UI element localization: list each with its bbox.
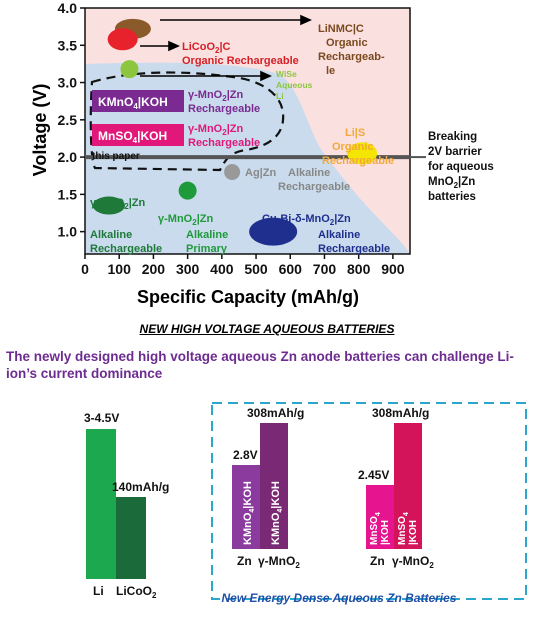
li-bar	[86, 429, 116, 579]
y-tick-label: 1.5	[58, 186, 78, 202]
mno2-rech-label: γ-MnO2|Zn Alkaline Rechargeable	[90, 197, 162, 255]
data-point	[178, 181, 197, 200]
data-point	[347, 142, 378, 165]
li-capacity: 140mAh/g	[112, 480, 169, 494]
y-tick-label: 4.0	[58, 0, 78, 16]
box-caption: New Energy Dense Aqueous Zn Batteries	[222, 591, 457, 605]
lis-label: Li|S Organic Rechargeable	[322, 127, 394, 167]
x-tick-label: 300	[176, 261, 200, 277]
plot-frame	[84, 7, 411, 255]
x-tick-label: 500	[244, 261, 268, 277]
kmno4-box-text: γ-MnO2|Zn Rechargeable	[188, 89, 260, 115]
mnso4-capacity: 308mAh/g	[372, 406, 429, 420]
x-tick-label: 400	[210, 261, 234, 277]
li-voltage: 3-4.5V	[84, 411, 119, 425]
licoo2-bar	[116, 497, 146, 579]
kmno4-mno2-label: γ-MnO2	[258, 554, 300, 570]
mnso4-box	[92, 124, 184, 146]
y-tick-label: 3.0	[58, 75, 78, 91]
kmno4-mno2-bar-text: KMnO4|KOH	[270, 481, 284, 545]
y-axis-label: Voltage (V)	[30, 84, 50, 177]
mnso4-mno2-bar	[394, 423, 422, 549]
threshold-label: Breaking 2V barrier for aqueous MnO2|Zn …	[428, 131, 497, 203]
this-paper-label: this paper	[92, 151, 140, 162]
mnso4-box-label: MnSO4|KOH	[98, 129, 167, 145]
kmno4-mno2-bar	[260, 423, 288, 549]
x-axis-label: Specific Capacity (mAh/g)	[137, 287, 359, 307]
section-title: NEW HIGH VOLTAGE AQUEOUS BATTERIES	[139, 322, 395, 336]
mno2-primary-label: γ-MnO2|Zn Alkaline Primary	[158, 213, 228, 255]
x-tick-label: 900	[381, 261, 405, 277]
y-tick-label: 2.5	[58, 112, 78, 128]
y-tick-label: 3.5	[58, 37, 78, 53]
section-subtitle: The newly designed high voltage aqueous …	[6, 349, 514, 381]
data-point	[224, 164, 241, 180]
zn-batteries-box	[211, 402, 527, 600]
x-tick-label: 800	[347, 261, 371, 277]
y-tick-label: 2.0	[58, 149, 78, 165]
mnso4-mno2-bar-text: MnSO4|KOH	[397, 512, 419, 545]
mnso4-mno2-label: γ-MnO2	[392, 554, 434, 570]
arrows	[140, 14, 312, 82]
data-point	[120, 60, 139, 79]
mnso4-voltage: 2.45V	[358, 468, 389, 482]
kmno4-zn-label: Zn	[237, 554, 252, 568]
x-tick-label: 700	[313, 261, 337, 277]
y-axis: 1.0 1.5 2.0 2.5 3.0 3.5 4.0	[58, 0, 85, 240]
voltage-capacity-chart: 1.0 1.5 2.0 2.5 3.0 3.5 4.0 0 100 200 300 400 500 60…	[30, 0, 497, 307]
mnso4-zn-label: Zn	[370, 554, 385, 568]
cubi-label: Cu-Bi-δ-MnO2|Zn Alkaline Rechargeable	[262, 213, 390, 255]
licoo2-axis-label: LiCoO2	[116, 584, 157, 600]
mnso4-box-text: γ-MnO2|Zn Rechargeable	[188, 123, 260, 149]
data-point	[249, 217, 298, 246]
linmc-label: LiNMC|C Organic Rechargeab-le	[318, 23, 385, 77]
data-points	[92, 18, 378, 246]
kmno4-capacity: 308mAh/g	[247, 406, 304, 420]
this-paper-region	[89, 71, 285, 172]
y-tick-label: 1.0	[58, 224, 78, 240]
data-point	[92, 196, 125, 215]
kmno4-box	[92, 90, 184, 112]
mnso4-zn-bar-text: MnSO4|KOH	[369, 512, 391, 545]
wise-label: WiSe Aqueous Li	[276, 69, 313, 101]
kmno4-voltage: 2.8V	[233, 448, 258, 462]
kmno4-zn-bar-text: KMnO4|KOH	[242, 481, 256, 545]
li-axis-label: Li	[93, 584, 104, 598]
agzn-label: Ag|Zn Alkaline Rechargeable	[245, 167, 350, 193]
x-axis: 0 100 200 300 400 500 600 700 800 900	[81, 254, 405, 277]
x-tick-label: 100	[108, 261, 132, 277]
battery-comparison-figure: 3-4.5V 140mAh/g Li LiCoO2 New Energy Den…	[84, 402, 527, 605]
kmno4-box-label: KMnO4|KOH	[98, 95, 168, 111]
x-tick-label: 600	[279, 261, 303, 277]
mnso4-zn-bar	[366, 485, 394, 549]
data-point	[107, 28, 138, 51]
x-tick-label: 200	[142, 261, 166, 277]
x-tick-label: 0	[81, 261, 89, 277]
kmno4-zn-bar	[232, 465, 260, 549]
